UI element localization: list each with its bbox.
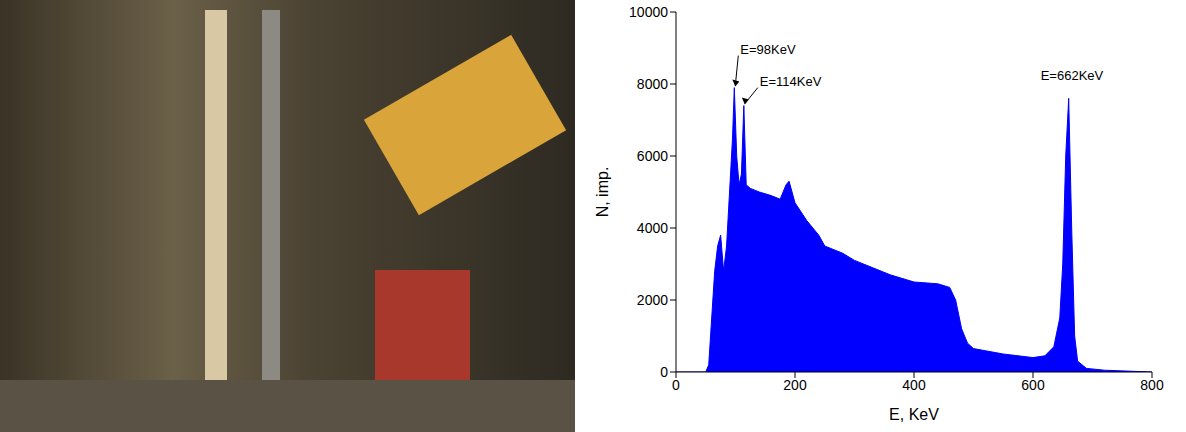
svg-text:400: 400 <box>902 377 926 393</box>
svg-text:800: 800 <box>1140 377 1164 393</box>
svg-text:2000: 2000 <box>637 292 668 308</box>
svg-text:600: 600 <box>1021 377 1045 393</box>
svg-text:0: 0 <box>672 377 680 393</box>
svg-text:E=114KeV: E=114KeV <box>760 74 822 89</box>
svg-text:8000: 8000 <box>637 76 668 92</box>
svg-text:N, imp.: N, imp. <box>594 167 611 218</box>
svg-text:6000: 6000 <box>637 148 668 164</box>
svg-text:E, KeV: E, KeV <box>889 406 939 423</box>
svg-text:4000: 4000 <box>637 220 668 236</box>
svg-text:0: 0 <box>660 364 668 380</box>
svg-text:10000: 10000 <box>629 4 668 20</box>
svg-text:E=98KeV: E=98KeV <box>740 42 796 57</box>
svg-text:E=662KeV: E=662KeV <box>1041 68 1104 83</box>
svg-text:200: 200 <box>783 377 807 393</box>
